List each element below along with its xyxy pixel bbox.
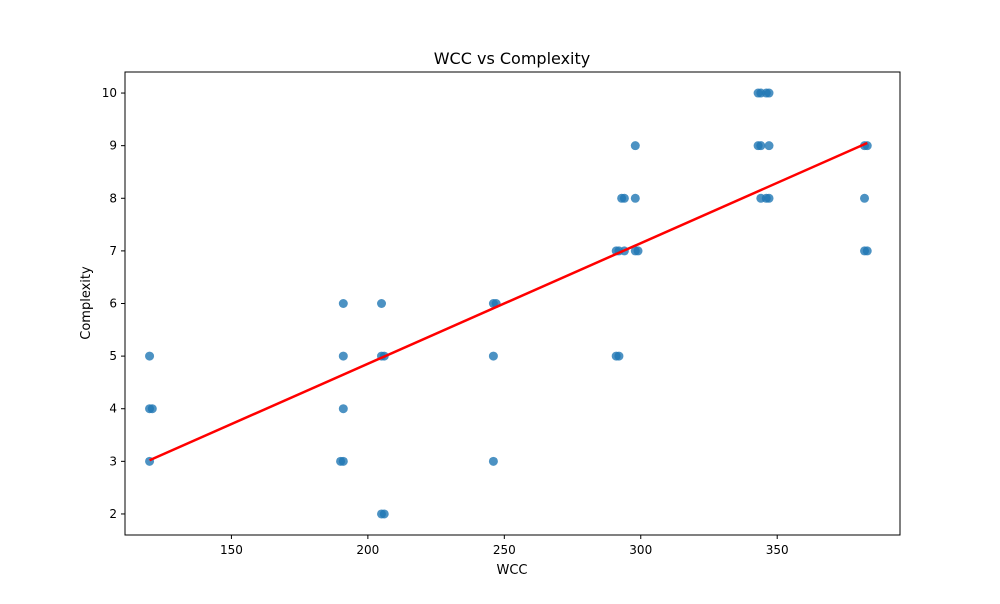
data-point-23 — [619, 193, 629, 203]
data-point-26 — [630, 193, 640, 203]
data-point-34 — [756, 141, 766, 151]
data-point-13 — [379, 509, 389, 519]
data-point-28 — [633, 246, 643, 256]
x-tick-label-4: 350 — [766, 543, 789, 557]
data-point-41 — [860, 193, 870, 203]
y-tick-label-8: 10 — [102, 86, 117, 100]
data-point-16 — [488, 351, 498, 361]
data-point-38 — [764, 193, 774, 203]
chart-title: WCC vs Complexity — [434, 49, 591, 68]
x-tick-label-0: 150 — [220, 543, 243, 557]
y-tick-label-2: 4 — [109, 402, 117, 416]
data-point-4 — [338, 299, 348, 308]
ticks-layer: 150 200 250 300 350 2 3 4 5 6 7 8 9 10 — [102, 86, 789, 557]
plot-frame — [124, 71, 901, 536]
data-point-21 — [614, 351, 624, 361]
data-point-17 — [488, 456, 498, 466]
data-point-2 — [147, 404, 157, 414]
y-tick-label-3: 5 — [109, 349, 117, 363]
y-tick-label-1: 3 — [109, 454, 117, 468]
y-tick-label-7: 9 — [109, 139, 117, 153]
regression-line — [149, 141, 868, 462]
fit-layer — [149, 141, 868, 462]
points-layer — [145, 88, 872, 519]
data-point-8 — [336, 456, 346, 466]
data-point-5 — [338, 351, 348, 361]
y-tick-label-0: 2 — [109, 507, 117, 521]
x-tick-label-1: 200 — [356, 543, 379, 557]
x-tick-label-2: 250 — [493, 543, 516, 557]
data-point-25 — [630, 141, 640, 151]
data-point-6 — [338, 404, 348, 414]
y-tick-label-6: 8 — [109, 191, 117, 205]
data-point-35 — [764, 141, 774, 151]
x-tick-label-3: 300 — [629, 543, 652, 557]
y-axis-label: Complexity — [79, 266, 94, 340]
data-point-43 — [862, 246, 872, 256]
y-tick-label-5: 7 — [109, 244, 117, 258]
x-axis-label: WCC — [496, 563, 527, 578]
data-point-0 — [145, 351, 155, 361]
data-point-32 — [764, 88, 774, 98]
y-tick-label-4: 6 — [109, 297, 117, 311]
data-point-9 — [377, 299, 387, 308]
